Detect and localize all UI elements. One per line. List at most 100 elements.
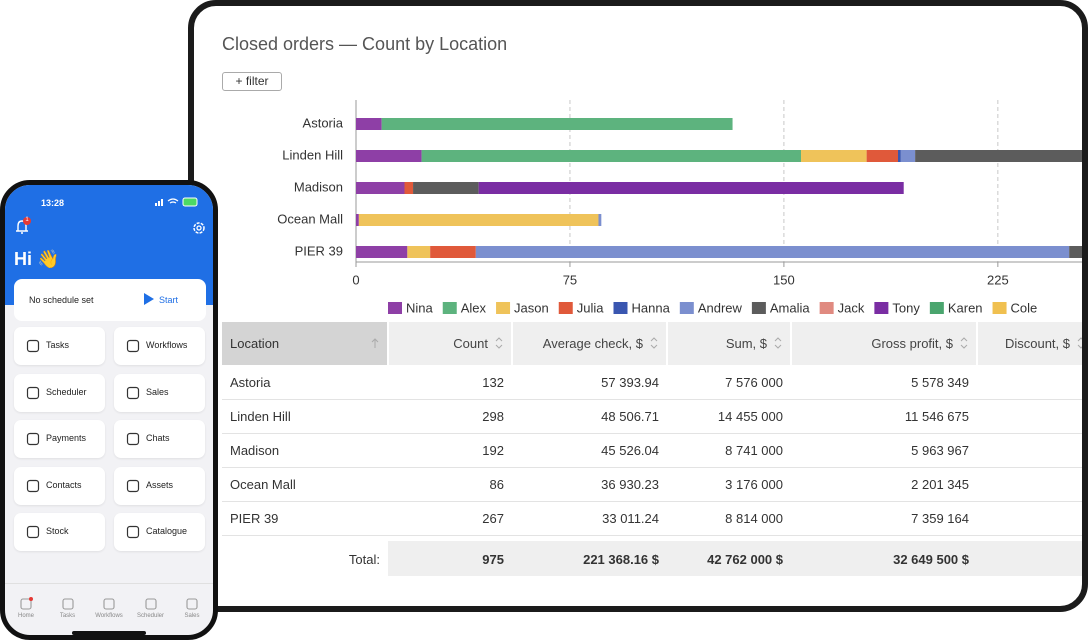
column-separator: [976, 322, 978, 365]
bar-segment: [413, 182, 479, 194]
table-cell: PIER 39: [230, 511, 279, 526]
nav-icon[interactable]: [144, 597, 158, 611]
row-separator: [222, 535, 1082, 536]
sort-icon: [960, 337, 968, 349]
filter-button[interactable]: + filter: [222, 72, 282, 91]
tile-label: Payments: [46, 433, 87, 443]
legend-swatch: [679, 302, 694, 314]
table-cell: Madison: [230, 443, 280, 458]
column-header[interactable]: Sum, $: [725, 336, 767, 351]
table-header-sorted-bg: [222, 322, 388, 365]
row-separator: [222, 399, 1082, 400]
tile-icon: [26, 339, 40, 353]
menu-tile[interactable]: Contacts: [14, 466, 105, 505]
nav-label[interactable]: Workflows: [95, 613, 123, 619]
bar-segment: [900, 150, 916, 162]
legend-label: Hanna: [632, 300, 671, 315]
settings-icon[interactable]: [191, 220, 207, 236]
tile-icon: [126, 432, 140, 446]
nav-label[interactable]: Scheduler: [136, 613, 165, 619]
y-tick-label: Astoria: [303, 115, 344, 130]
bar-segment: [358, 214, 599, 226]
tile-icon: [126, 386, 140, 399]
column-separator: [511, 322, 513, 365]
menu-tile[interactable]: Tasks: [14, 327, 105, 365]
menu-tile[interactable]: Scheduler: [14, 373, 105, 412]
tile-label: Stock: [46, 526, 69, 536]
table-cell: 86: [489, 477, 504, 492]
menu-tile[interactable]: Workflows: [114, 327, 205, 365]
bell-icon[interactable]: [14, 217, 34, 237]
table-cell: Astoria: [230, 375, 271, 390]
bar-segment: [356, 246, 408, 258]
start-button[interactable]: Start: [159, 295, 179, 305]
greeting: Hi 👋: [14, 249, 60, 269]
nav-icon[interactable]: [61, 597, 75, 611]
menu-tile[interactable]: Stock: [14, 513, 105, 551]
legend-swatch: [874, 302, 889, 314]
bar-segment: [898, 150, 901, 162]
column-header[interactable]: Count: [453, 336, 488, 351]
nav-icon[interactable]: [102, 597, 116, 611]
table-cell: 132: [482, 375, 504, 390]
bar-segment: [381, 118, 733, 130]
tile-icon: [126, 479, 140, 492]
x-tick-label: 0: [352, 272, 359, 287]
table-cell: 11 546 675: [904, 409, 969, 424]
legend-label: Nina: [406, 300, 434, 315]
table-cell: 33 011.24: [602, 511, 659, 526]
nav-label[interactable]: Sales: [184, 613, 200, 619]
sort-icon: [650, 337, 658, 349]
schedule-text: No schedule set: [29, 295, 94, 305]
table-cell: 7 576 000: [725, 375, 783, 390]
nav-label[interactable]: Tasks: [59, 613, 76, 619]
menu-tile[interactable]: Sales: [114, 373, 205, 412]
legend-label: Jack: [838, 300, 865, 315]
legend-label: Alex: [461, 300, 487, 315]
tile-label: Scheduler: [46, 386, 87, 397]
column-header[interactable]: Discount, $: [1004, 336, 1070, 351]
tile-icon: [26, 432, 40, 446]
row-separator: [222, 433, 1082, 434]
nav-icon[interactable]: [185, 597, 199, 611]
start-icon[interactable]: [142, 292, 156, 306]
row-separator: [222, 501, 1082, 502]
bar-segment: [915, 150, 1082, 162]
bar-segment: [598, 214, 602, 226]
home-indicator: [72, 631, 146, 635]
menu-tile[interactable]: Assets: [114, 466, 205, 505]
x-tick-label: 75: [563, 272, 577, 287]
bar-segment: [356, 182, 405, 194]
row-separator: [222, 467, 1082, 468]
column-separator: [387, 322, 389, 365]
chart-title: Closed orders — Count by Location: [222, 34, 508, 54]
phone: 13:28 1 Hi 👋 No schedule set Start Tasks…: [0, 180, 218, 640]
status-time: 13:28: [41, 198, 65, 208]
nav-label[interactable]: Home: [17, 613, 34, 619]
bars: [356, 118, 1082, 258]
nav-bar: [5, 583, 213, 584]
bar-segment: [407, 246, 431, 258]
column-header[interactable]: Gross profit, $: [871, 336, 953, 351]
bar-segment: [404, 182, 414, 194]
column-header[interactable]: Location: [230, 336, 280, 351]
tablet: Closed orders — Count by Location + filt…: [188, 0, 1088, 612]
menu-tile[interactable]: Payments: [14, 420, 105, 458]
menu-tile[interactable]: Chats: [114, 420, 205, 458]
y-tick-label: PIER 39: [295, 243, 343, 258]
column-header[interactable]: Average check, $: [542, 336, 643, 351]
legend-label: Cole: [1011, 300, 1038, 315]
x-tick-label: 225: [987, 272, 1009, 287]
bar-segment: [356, 214, 359, 226]
sort-icon: [774, 337, 782, 349]
y-tick-label: Madison: [294, 179, 343, 194]
y-tick-label: Ocean Mall: [277, 211, 343, 226]
bar-segment: [866, 150, 899, 162]
bar-segment: [478, 182, 904, 194]
table-cell: 2 201 345: [911, 477, 969, 492]
table-cell: 57 393.94: [601, 375, 659, 390]
total-cell: 975: [482, 552, 504, 567]
menu-tile[interactable]: Catalogue: [114, 513, 205, 551]
nav-icon[interactable]: [19, 597, 33, 611]
